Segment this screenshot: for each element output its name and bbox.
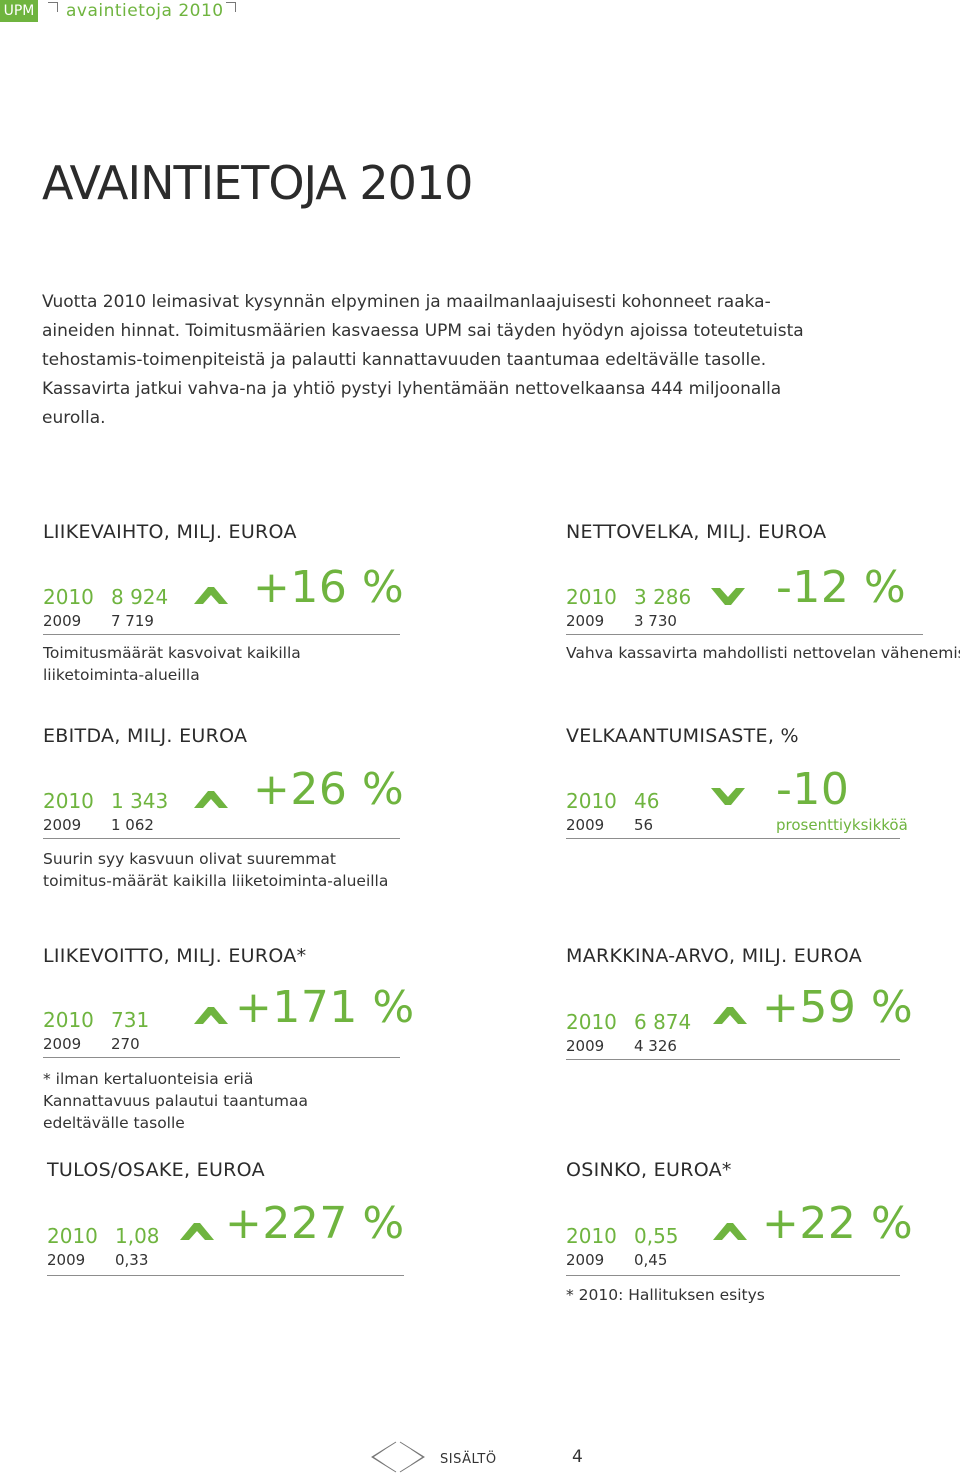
value-current: 46: [634, 789, 660, 813]
year-current: 2010: [566, 1010, 617, 1034]
forward-arrow-icon[interactable]: [398, 1440, 428, 1478]
kpi-note: * ilman kertaluonteisia eriä Kannattavuu…: [43, 1070, 309, 1132]
value-current: 1,08: [115, 1224, 160, 1248]
value-previous: 270: [111, 1035, 140, 1053]
corner-mark-icon: [226, 2, 236, 12]
change-value: -10: [776, 764, 850, 815]
year-previous: 2009: [566, 1251, 605, 1269]
year-previous: 2009: [566, 612, 605, 630]
year-current: 2010: [43, 1008, 94, 1032]
year-previous: 2009: [566, 1037, 605, 1055]
value-previous: 4 326: [634, 1037, 677, 1055]
kpi-label: MARKKINA-ARVO, MILJ. EUROA: [566, 945, 863, 967]
change-value: -12 %: [776, 562, 907, 613]
year-current: 2010: [47, 1224, 98, 1248]
kpi-label: EBITDA, MILJ. EUROA: [43, 725, 248, 747]
year-previous: 2009: [43, 816, 82, 834]
change-value: +16 %: [253, 562, 405, 613]
arrow-up-icon: [191, 1004, 231, 1026]
kpi-osinko: OSINKO, EUROA* 2010 0,55 2009 0,45 +22 %…: [566, 1158, 926, 1318]
intro-paragraph: Vuotta 2010 leimasivat kysynnän elpymine…: [42, 292, 804, 428]
arrow-up-icon: [177, 1220, 217, 1242]
change-value: +171 %: [235, 982, 415, 1033]
kpi-note: * 2010: Hallituksen esitys: [566, 1286, 765, 1304]
year-previous: 2009: [566, 816, 605, 834]
divider: [47, 1275, 404, 1276]
change-value: +22 %: [762, 1198, 914, 1249]
arrow-up-icon: [710, 1004, 750, 1026]
divider: [566, 1059, 900, 1060]
year-current: 2010: [43, 585, 94, 609]
kpi-note: Vahva kassavirta mahdollisti nettovelan …: [566, 644, 960, 662]
kpi-note: Toimitusmäärät kasvoivat kaikilla liiket…: [43, 644, 301, 684]
year-current: 2010: [566, 1224, 617, 1248]
kpi-note: Suurin syy kasvuun olivat suuremmat toim…: [43, 850, 389, 890]
change-unit: prosenttiyksikköä: [776, 816, 908, 834]
kpi-liikevaihto: LIIKEVAIHTO, MILJ. EUROA 2010 8 924 2009…: [43, 520, 405, 684]
kpi-nettovelka: NETTOVELKA, MILJ. EUROA 2010 3 286 2009 …: [566, 520, 960, 680]
corner-mark-icon: [48, 2, 58, 12]
value-current: 6 874: [634, 1010, 692, 1034]
divider: [566, 634, 923, 635]
value-previous: 0,45: [634, 1251, 668, 1269]
kpi-label: LIIKEVOITTO, MILJ. EUROA*: [43, 945, 307, 967]
value-previous: 1 062: [111, 816, 154, 834]
value-previous: 7 719: [111, 612, 154, 630]
arrow-down-icon: [708, 586, 748, 608]
change-value: +227 %: [225, 1198, 405, 1249]
kpi-label: VELKAANTUMISASTE, %: [566, 725, 799, 747]
kpi-label: NETTOVELKA, MILJ. EUROA: [566, 521, 827, 543]
year-current: 2010: [566, 585, 617, 609]
header-bar: UPM avaintietoja 2010: [0, 0, 960, 22]
kpi-ebitda: EBITDA, MILJ. EUROA 2010 1 343 2009 1 06…: [43, 724, 405, 890]
value-previous: 0,33: [115, 1251, 149, 1269]
value-current: 1 343: [111, 789, 169, 813]
brand-logo: UPM: [0, 0, 38, 22]
change-value: +26 %: [253, 764, 405, 815]
year-current: 2010: [43, 789, 94, 813]
kpi-tulos-osake: TULOS/OSAKE, EUROA 2010 1,08 2009 0,33 +…: [47, 1158, 407, 1318]
value-current: 8 924: [111, 585, 169, 609]
value-previous: 56: [634, 816, 654, 834]
kpi-label: OSINKO, EUROA*: [566, 1159, 732, 1181]
footer-nav-icons: [368, 1440, 428, 1476]
arrow-up-icon: [191, 584, 231, 606]
arrow-up-icon: [191, 788, 231, 810]
value-current: 0,55: [634, 1224, 679, 1248]
back-arrow-icon[interactable]: [368, 1440, 398, 1478]
divider: [566, 1275, 900, 1276]
value-current: 731: [111, 1008, 150, 1032]
header-title: avaintietoja 2010: [66, 1, 224, 21]
year-current: 2010: [566, 789, 617, 813]
page-title: AVAINTIETOJA 2010: [42, 156, 473, 210]
value-previous: 3 730: [634, 612, 677, 630]
kpi-markkina-arvo: MARKKINA-ARVO, MILJ. EUROA 2010 6 874 20…: [566, 944, 926, 1104]
divider: [43, 1057, 400, 1058]
year-previous: 2009: [47, 1251, 86, 1269]
divider: [566, 838, 900, 839]
year-previous: 2009: [43, 612, 82, 630]
kpi-label: TULOS/OSAKE, EUROA: [47, 1159, 265, 1181]
year-previous: 2009: [43, 1035, 82, 1053]
arrow-up-icon: [710, 1220, 750, 1242]
divider: [43, 634, 400, 635]
value-current: 3 286: [634, 585, 692, 609]
kpi-label: LIIKEVAIHTO, MILJ. EUROA: [43, 521, 297, 543]
page-number: 4: [572, 1447, 583, 1467]
arrow-down-icon: [708, 786, 748, 808]
kpi-velkaantumisaste: VELKAANTUMISASTE, % 2010 46 2009 56 -10 …: [566, 724, 926, 884]
kpi-liikevoitto: LIIKEVOITTO, MILJ. EUROA* 2010 731 2009 …: [43, 944, 414, 1134]
divider: [43, 838, 400, 839]
change-value: +59 %: [762, 982, 914, 1033]
contents-link[interactable]: SISÄLTÖ: [440, 1452, 497, 1467]
